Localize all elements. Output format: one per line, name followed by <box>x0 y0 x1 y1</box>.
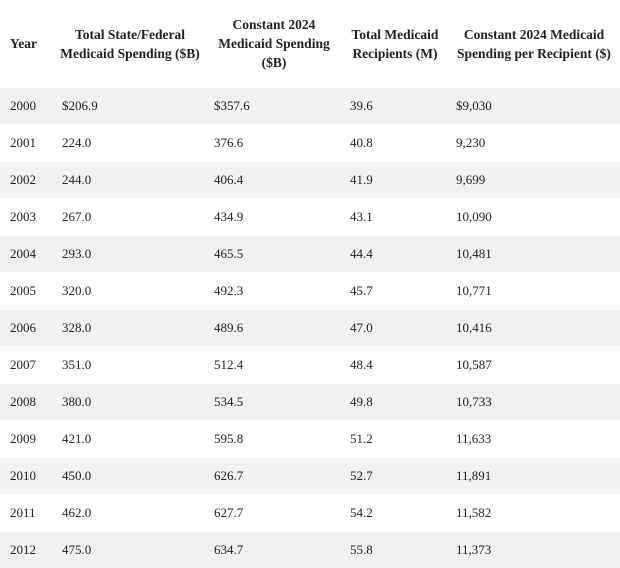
table-cell: $9,030 <box>448 88 620 125</box>
table-cell: 421.0 <box>54 421 206 458</box>
table-cell: 2005 <box>0 273 54 310</box>
table-cell: 2003 <box>0 199 54 236</box>
table-cell: 2000 <box>0 88 54 125</box>
table-cell: 406.4 <box>206 162 342 199</box>
table-cell: 44.4 <box>342 236 448 273</box>
table-cell: 10,771 <box>448 273 620 310</box>
table-cell: 41.9 <box>342 162 448 199</box>
table-cell: 49.8 <box>342 384 448 421</box>
table-cell: 595.8 <box>206 421 342 458</box>
table-cell: 2007 <box>0 347 54 384</box>
table-cell: 11,891 <box>448 458 620 495</box>
table-cell: 293.0 <box>54 236 206 273</box>
table-cell: 39.6 <box>342 88 448 125</box>
table-cell: 244.0 <box>54 162 206 199</box>
header-cell: Total State/Federal Medicaid Spending ($… <box>54 0 206 88</box>
table-cell: 47.0 <box>342 310 448 347</box>
table-cell: 267.0 <box>54 199 206 236</box>
table-cell: 2004 <box>0 236 54 273</box>
table-cell: 380.0 <box>54 384 206 421</box>
header-cell: Year <box>0 0 54 88</box>
table-cell: 51.2 <box>342 421 448 458</box>
table-cell: 52.7 <box>342 458 448 495</box>
table-cell: 2006 <box>0 310 54 347</box>
table-cell: 450.0 <box>54 458 206 495</box>
table-cell: 351.0 <box>54 347 206 384</box>
table-cell: 2011 <box>0 495 54 532</box>
table-cell: 434.9 <box>206 199 342 236</box>
table-cell: 2012 <box>0 532 54 568</box>
table-cell: 11,373 <box>448 532 620 568</box>
table-cell: 489.6 <box>206 310 342 347</box>
table-cell: 320.0 <box>54 273 206 310</box>
table-cell: 9,230 <box>448 125 620 162</box>
table-cell: 10,587 <box>448 347 620 384</box>
table-cell: 2001 <box>0 125 54 162</box>
table-cell: 328.0 <box>54 310 206 347</box>
table-cell: 10,090 <box>448 199 620 236</box>
table-cell: 10,416 <box>448 310 620 347</box>
table-cell: 54.2 <box>342 495 448 532</box>
table-cell: $206.9 <box>54 88 206 125</box>
table-cell: 492.3 <box>206 273 342 310</box>
table-cell: 627.7 <box>206 495 342 532</box>
table-cell: 626.7 <box>206 458 342 495</box>
table-cell: 55.8 <box>342 532 448 568</box>
table-cell: 45.7 <box>342 273 448 310</box>
table-cell: 10,733 <box>448 384 620 421</box>
table-cell: 376.6 <box>206 125 342 162</box>
table-cell: $357.6 <box>206 88 342 125</box>
table-cell: 40.8 <box>342 125 448 162</box>
table-cell: 9,699 <box>448 162 620 199</box>
header-cell: Constant 2024 Medicaid Spending per Reci… <box>448 0 620 88</box>
table-cell: 2008 <box>0 384 54 421</box>
header-cell: Total Medicaid Recipients (M) <box>342 0 448 88</box>
table-cell: 48.4 <box>342 347 448 384</box>
table-cell: 10,481 <box>448 236 620 273</box>
table-cell: 2009 <box>0 421 54 458</box>
table-cell: 634.7 <box>206 532 342 568</box>
table-cell: 11,633 <box>448 421 620 458</box>
table-cell: 465.5 <box>206 236 342 273</box>
table-cell: 224.0 <box>54 125 206 162</box>
table-cell: 512.4 <box>206 347 342 384</box>
table-cell: 534.5 <box>206 384 342 421</box>
table-cell: 462.0 <box>54 495 206 532</box>
table-cell: 43.1 <box>342 199 448 236</box>
header-cell: Constant 2024 Medicaid Spending ($B) <box>206 0 342 88</box>
table-cell: 2010 <box>0 458 54 495</box>
table-cell: 475.0 <box>54 532 206 568</box>
table-cell: 11,582 <box>448 495 620 532</box>
table-cell: 2002 <box>0 162 54 199</box>
